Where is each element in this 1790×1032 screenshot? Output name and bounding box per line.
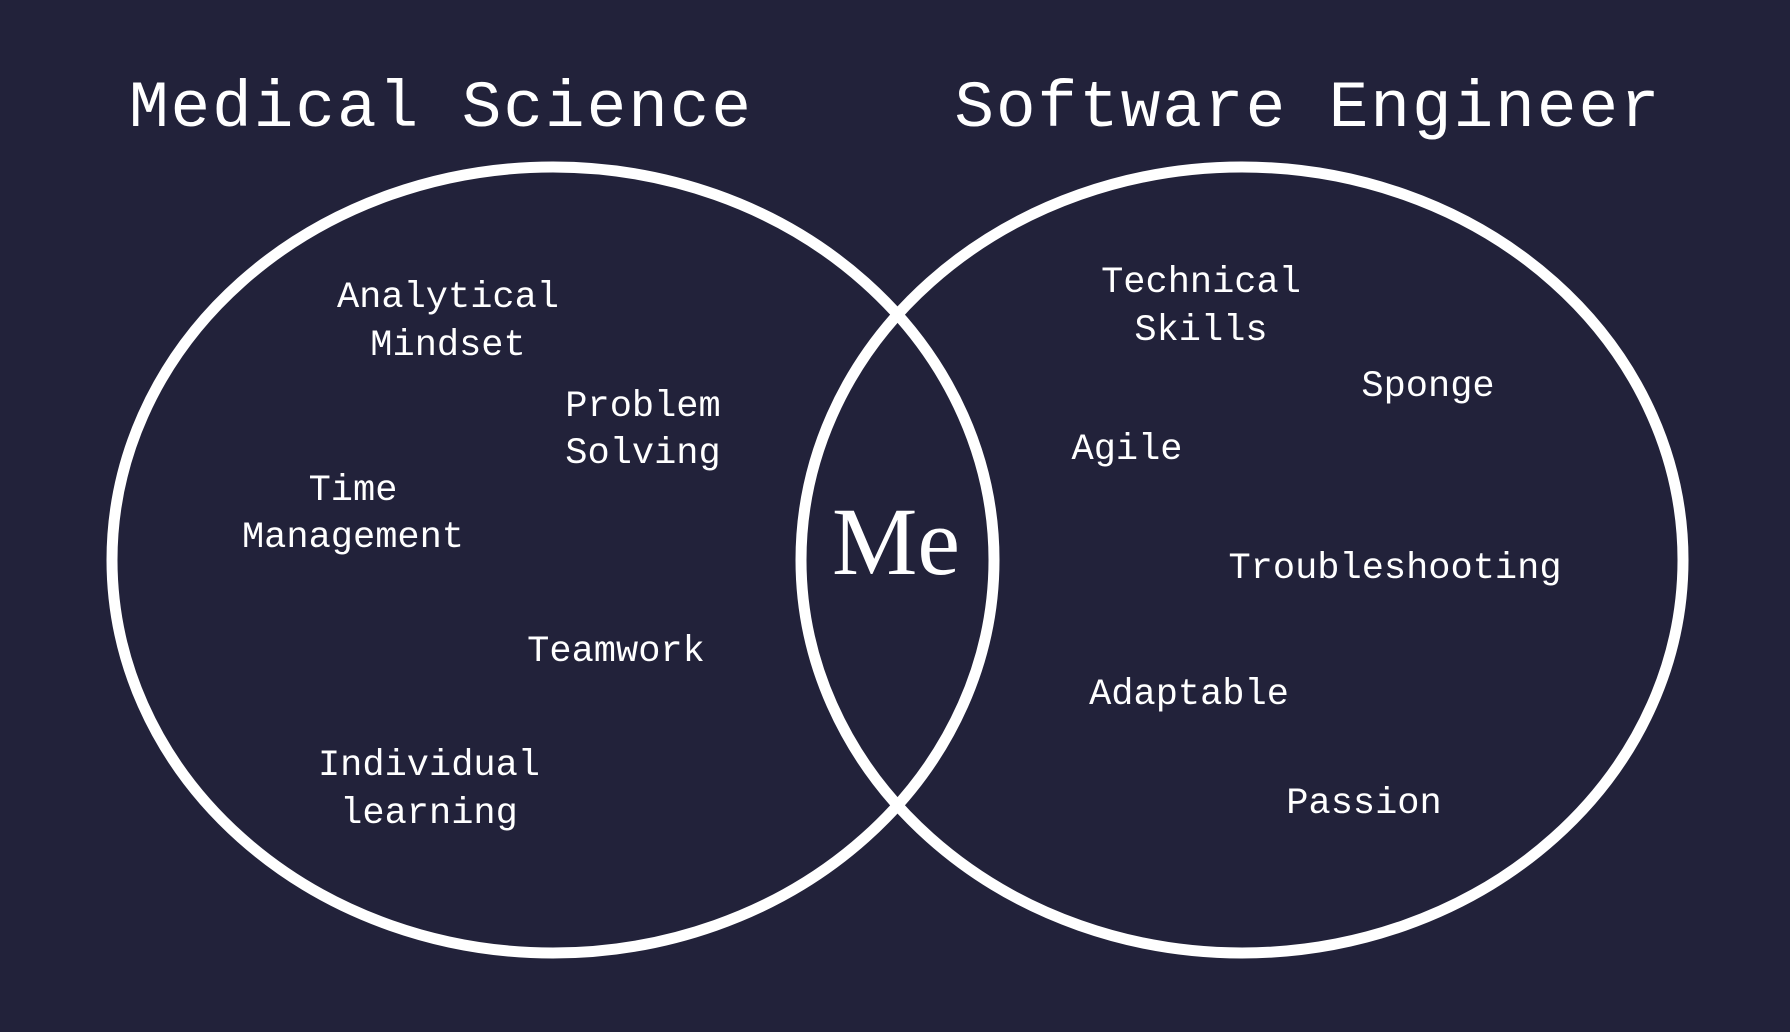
left-item-problem-line1: Problem: [565, 386, 720, 428]
right-item-troubleshooting: Troubleshooting: [1228, 548, 1561, 590]
left-item-time-line2: Management: [242, 517, 464, 559]
right-circle: [795, 161, 1689, 959]
left-circle: [106, 161, 1000, 959]
intersection-label: Me: [832, 488, 960, 595]
left-set-title: Medical Science: [129, 71, 753, 146]
left-item-teamwork: Teamwork: [527, 631, 705, 673]
right-item-passion: Passion: [1286, 783, 1441, 825]
left-item-individual-line1: Individual: [318, 745, 540, 787]
left-item-individual-line2: learning: [340, 793, 518, 835]
right-item-technical-line2: Skills: [1134, 310, 1267, 352]
left-item-time-line1: Time: [309, 470, 398, 512]
right-item-technical-line1: Technical: [1101, 262, 1301, 304]
right-item-adaptable: Adaptable: [1089, 674, 1289, 716]
right-item-agile: Agile: [1071, 429, 1182, 471]
right-item-sponge: Sponge: [1361, 366, 1494, 408]
right-set-title: Software Engineer: [954, 71, 1661, 146]
left-item-analytical-line1: Analytical: [337, 277, 559, 319]
left-item-analytical-line2: Mindset: [370, 325, 525, 367]
left-item-problem-line2: Solving: [565, 433, 720, 475]
